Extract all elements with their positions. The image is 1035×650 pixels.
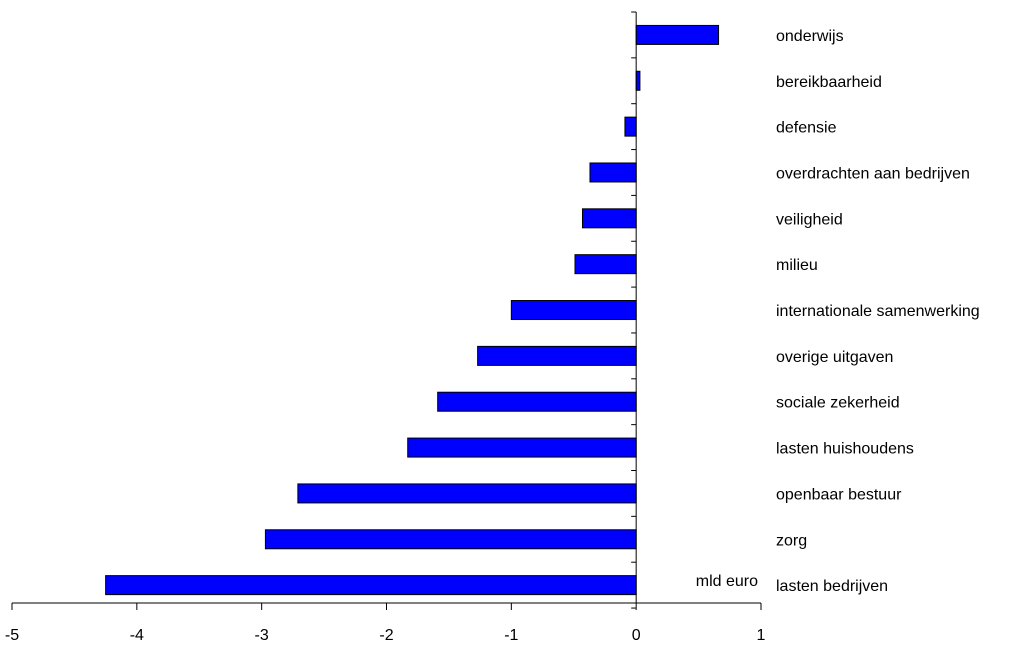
bars-group (105, 24, 720, 596)
bar (581, 208, 637, 229)
unit-label: mld euro (696, 573, 758, 590)
bar (510, 300, 637, 321)
bar (437, 391, 637, 412)
category-label: veiligheid (776, 211, 843, 228)
category-labels-group: onderwijs bereikbaarheid defensie overdrach… (776, 28, 980, 595)
bar (635, 24, 720, 45)
x-tick-label: 0 (632, 627, 641, 644)
bar (574, 254, 637, 275)
category-label: lasten huishoudens (776, 441, 914, 458)
bar (624, 116, 637, 137)
bar (589, 162, 637, 183)
bar (635, 70, 641, 91)
bar (105, 575, 637, 596)
category-label: lasten bedrijven (776, 578, 888, 595)
x-tick-label: -2 (379, 627, 393, 644)
category-label: openbaar bestuur (776, 486, 902, 503)
category-label: defensie (776, 120, 837, 137)
category-label: overige uitgaven (776, 349, 893, 366)
category-label: milieu (776, 257, 818, 274)
category-label: onderwijs (776, 28, 844, 45)
x-tick-label: -3 (255, 627, 269, 644)
bar (407, 437, 637, 458)
category-label: internationale samenwerking (776, 303, 980, 320)
category-label: sociale zekerheid (776, 395, 900, 412)
x-tick-label: -1 (504, 627, 518, 644)
bar (264, 529, 637, 550)
category-label: zorg (776, 532, 807, 549)
category-label: overdrachten aan bedrijven (776, 165, 970, 182)
x-tick-label: -4 (130, 627, 144, 644)
x-tick-label: 1 (757, 627, 766, 644)
bar (477, 345, 637, 366)
x-tick-label: -5 (5, 627, 19, 644)
category-label: bereikbaarheid (776, 74, 882, 91)
axes-group: -5 -4 -3 -2 -1 0 1 (5, 11, 766, 644)
bar (297, 483, 637, 504)
